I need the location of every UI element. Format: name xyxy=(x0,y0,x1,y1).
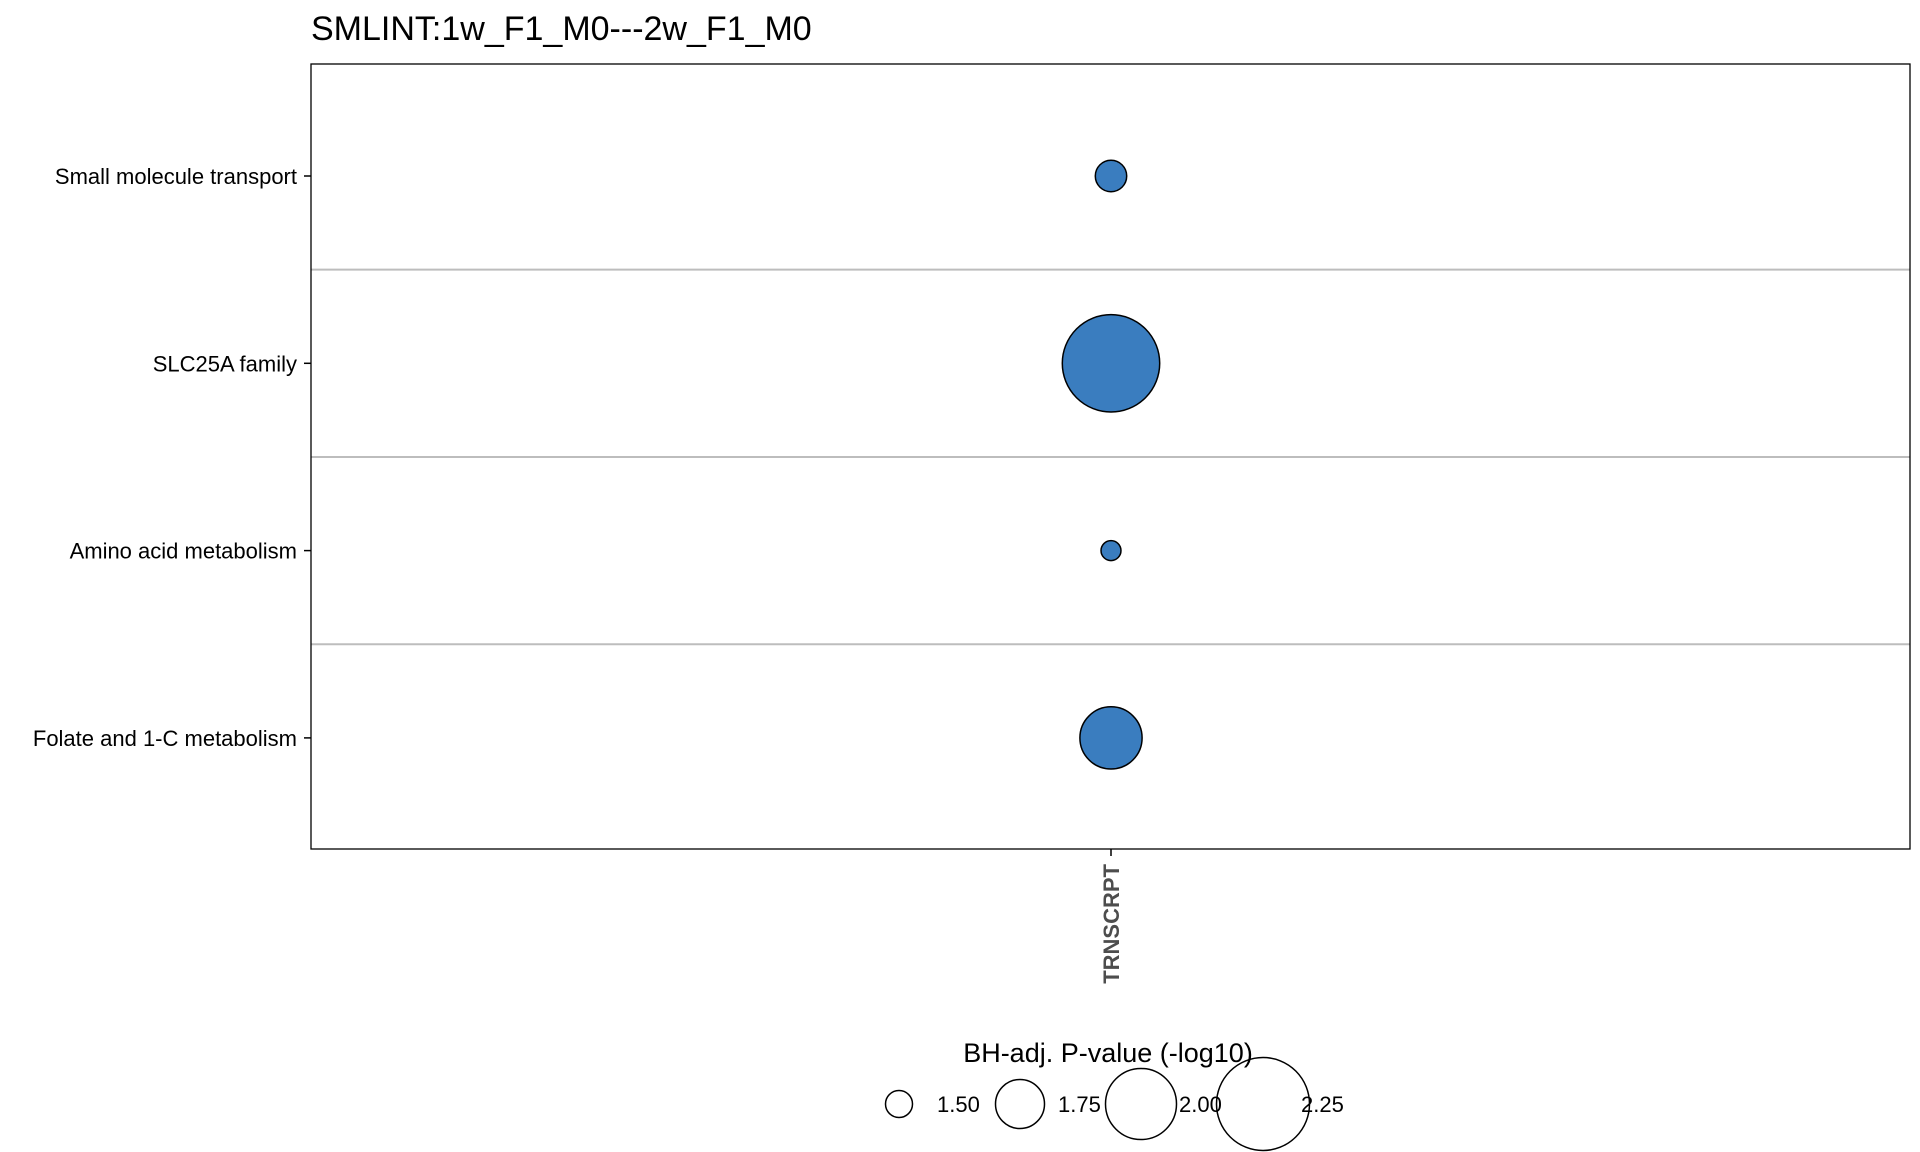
legend-label: 2.25 xyxy=(1301,1092,1344,1117)
legend-key xyxy=(1104,1067,1178,1141)
data-points xyxy=(1061,159,1161,770)
legend-label: 2.00 xyxy=(1179,1092,1222,1117)
y-tick-label: Folate and 1-C metabolism xyxy=(33,726,297,751)
x-tick-label: TRNSCRPT xyxy=(1099,863,1124,983)
y-tick-label: Amino acid metabolism xyxy=(70,539,297,564)
legend-label: 1.50 xyxy=(937,1092,980,1117)
legend: BH-adj. P-value (-log10) 1.50 1.75 2.00 2.2… xyxy=(884,1038,1344,1152)
chart-title: SMLINT:1w_F1_M0---2w_F1_M0 xyxy=(311,10,812,48)
row-separators xyxy=(311,268,1910,646)
legend-title: BH-adj. P-value (-log10) xyxy=(963,1038,1253,1068)
y-tick-label: SLC25A family xyxy=(153,351,297,376)
legend-key xyxy=(1215,1056,1311,1152)
data-point xyxy=(1079,706,1143,770)
data-point xyxy=(1094,159,1128,193)
data-point xyxy=(1100,539,1122,562)
x-axis: TRNSCRPT xyxy=(1099,849,1124,984)
y-tick-label: Small molecule transport xyxy=(55,164,297,189)
data-point xyxy=(1061,313,1161,413)
legend-items: 1.50 1.75 2.00 2.25 xyxy=(884,1056,1344,1152)
y-axis: Small molecule transport SLC25A family Ami… xyxy=(33,164,311,751)
legend-key xyxy=(884,1089,914,1119)
legend-key xyxy=(994,1078,1046,1130)
legend-label: 1.75 xyxy=(1058,1092,1101,1117)
